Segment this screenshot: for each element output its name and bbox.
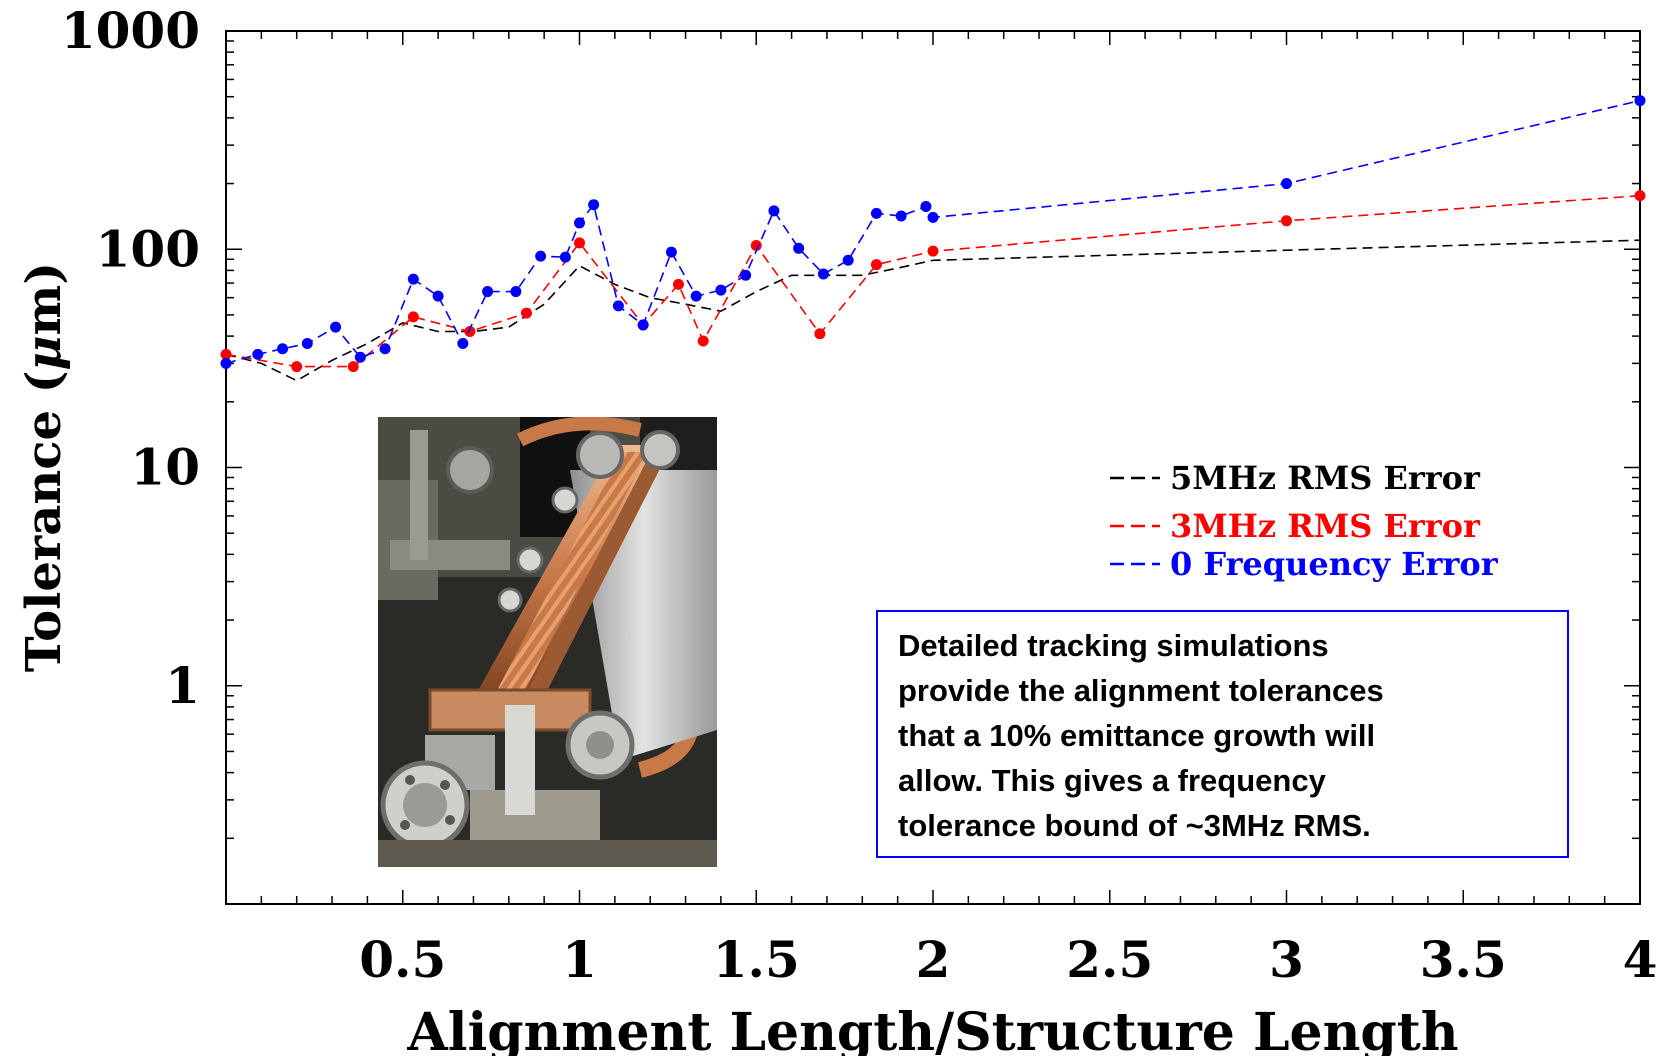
legend-label-5mhz: 5MHz RMS Error bbox=[1170, 459, 1481, 497]
data-point-2 bbox=[433, 291, 444, 302]
data-point-1 bbox=[698, 335, 709, 346]
data-point-2 bbox=[768, 205, 779, 216]
data-point-2 bbox=[613, 300, 624, 311]
series-line-0 bbox=[226, 240, 1640, 380]
annotation-box: Detailed tracking simulations provide th… bbox=[877, 611, 1568, 857]
x-tick-label: 2.5 bbox=[1066, 930, 1153, 989]
y-axis-label-mu: μ bbox=[16, 335, 72, 370]
data-point-2 bbox=[302, 338, 313, 349]
y-tick-label: 1 bbox=[165, 656, 200, 715]
y-tick-label: 10 bbox=[130, 438, 200, 497]
data-point-2 bbox=[355, 352, 366, 363]
data-point-2 bbox=[482, 286, 493, 297]
data-point-1 bbox=[291, 361, 302, 372]
data-point-2 bbox=[666, 247, 677, 258]
x-tick-label: 2 bbox=[916, 930, 951, 989]
data-point-2 bbox=[920, 201, 931, 212]
legend-label-3mhz: 3MHz RMS Error bbox=[1170, 507, 1481, 545]
x-tick-label: 3.5 bbox=[1420, 930, 1507, 989]
data-point-1 bbox=[673, 279, 684, 290]
data-point-2 bbox=[1281, 178, 1292, 189]
data-point-2 bbox=[588, 199, 599, 210]
data-point-1 bbox=[928, 246, 939, 257]
annotation-line: allow. This gives a frequency bbox=[898, 763, 1327, 798]
annotation-line: tolerance bound of ~3MHz RMS. bbox=[898, 808, 1371, 843]
data-point-1 bbox=[871, 259, 882, 270]
data-point-2 bbox=[871, 208, 882, 219]
data-point-2 bbox=[638, 319, 649, 330]
data-point-1 bbox=[521, 308, 532, 319]
inset-photo bbox=[378, 417, 717, 867]
x-tick-label: 0.5 bbox=[359, 930, 446, 989]
data-point-2 bbox=[330, 322, 341, 333]
x-axis-label: Alignment Length/Structure Length bbox=[406, 1002, 1458, 1056]
data-point-2 bbox=[691, 291, 702, 302]
data-point-2 bbox=[408, 274, 419, 285]
annotation-line: provide the alignment tolerances bbox=[898, 673, 1384, 708]
legend-label-0freq: 0 Frequency Error bbox=[1170, 545, 1499, 583]
data-point-2 bbox=[793, 243, 804, 254]
data-point-1 bbox=[814, 328, 825, 339]
x-tick-label: 1.5 bbox=[713, 930, 800, 989]
data-point-1 bbox=[574, 237, 585, 248]
x-tick-label: 1 bbox=[562, 930, 597, 989]
annotation-line: that a 10% emittance growth will bbox=[898, 718, 1375, 753]
data-point-2 bbox=[510, 286, 521, 297]
data-point-2 bbox=[928, 212, 939, 223]
data-point-2 bbox=[457, 338, 468, 349]
y-axis-label: Tolerance (μm) bbox=[16, 262, 72, 672]
x-tick-label: 3 bbox=[1269, 930, 1304, 989]
data-point-1 bbox=[1635, 190, 1646, 201]
data-point-2 bbox=[560, 252, 571, 263]
annotation-line: Detailed tracking simulations bbox=[898, 628, 1329, 663]
y-axis-label-suffix: m) bbox=[16, 262, 72, 336]
data-point-2 bbox=[843, 255, 854, 266]
data-point-2 bbox=[818, 269, 829, 280]
y-axis-label-prefix: Tolerance ( bbox=[16, 371, 72, 672]
data-point-2 bbox=[252, 349, 263, 360]
data-point-2 bbox=[535, 251, 546, 262]
data-point-1 bbox=[348, 361, 359, 372]
data-point-2 bbox=[277, 343, 288, 354]
data-point-2 bbox=[1635, 95, 1646, 106]
legend: 5MHz RMS Error 3MHz RMS Error 0 Frequenc… bbox=[1110, 459, 1499, 583]
data-point-2 bbox=[715, 285, 726, 296]
data-point-1 bbox=[1281, 215, 1292, 226]
y-tick-label: 1000 bbox=[61, 1, 200, 60]
y-tick-label: 100 bbox=[96, 219, 200, 278]
data-point-2 bbox=[574, 217, 585, 228]
series-layer bbox=[221, 95, 1646, 381]
data-point-2 bbox=[896, 211, 907, 222]
x-tick-label: 4 bbox=[1623, 930, 1656, 989]
data-point-2 bbox=[740, 270, 751, 281]
data-point-2 bbox=[380, 343, 391, 354]
data-point-1 bbox=[408, 311, 419, 322]
data-point-2 bbox=[221, 358, 232, 369]
